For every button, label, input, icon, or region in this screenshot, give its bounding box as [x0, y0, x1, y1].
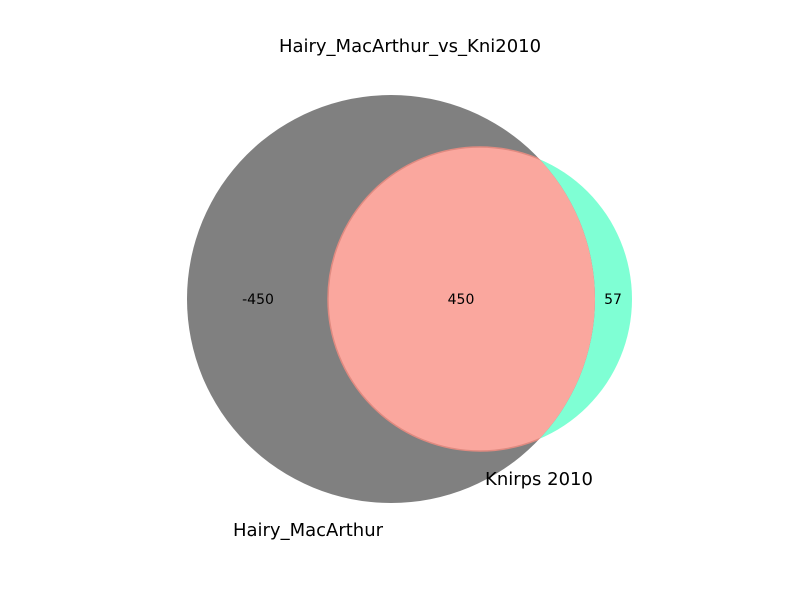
- diagram-title: Hairy_MacArthur_vs_Kni2010: [279, 36, 541, 57]
- set-a-label: Hairy_MacArthur: [233, 520, 384, 541]
- intersection-outline: [327, 146, 595, 452]
- region-intersection-count: 450: [448, 292, 475, 308]
- intersection-region: [328, 147, 595, 451]
- set-b-label: Knirps 2010: [485, 469, 593, 490]
- region-only-a-count: -450: [242, 292, 274, 308]
- region-only-b-count: 57: [604, 292, 622, 308]
